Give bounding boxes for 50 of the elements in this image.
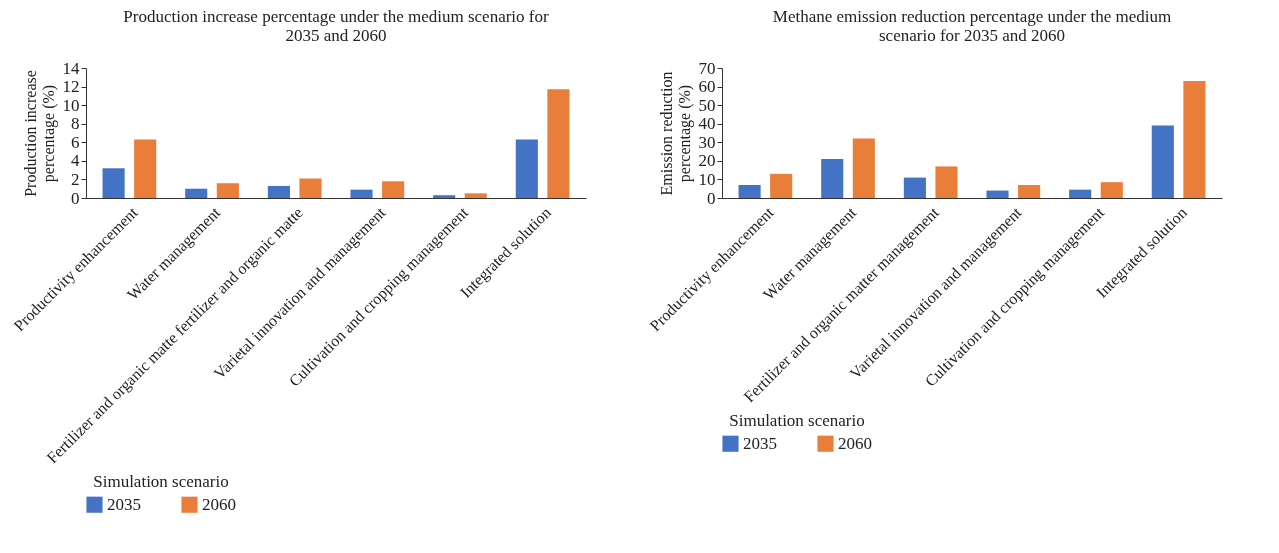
bar: [547, 89, 570, 198]
y-tick-label: 30: [698, 132, 716, 152]
bar: [821, 159, 844, 198]
bar: [464, 193, 487, 198]
bar: [738, 185, 761, 198]
legend-title: Simulation scenario: [729, 411, 865, 430]
y-tick-label: 0: [707, 188, 716, 208]
bar: [1100, 182, 1123, 198]
legend-label: 2060: [838, 433, 872, 453]
y-axis-title: Production increase percentage (%): [21, 70, 58, 197]
y-tick-label: 14: [62, 58, 80, 78]
y-tick-label: 6: [71, 132, 80, 152]
y-tick-label: 12: [62, 77, 80, 97]
chart-title: Production increase percentage under the medium scenario for 2035 and 2060: [123, 7, 549, 45]
bar: [1151, 125, 1174, 198]
bar: [382, 181, 405, 198]
y-tick-label: 10: [62, 95, 80, 115]
legend-title: Simulation scenario: [93, 472, 229, 491]
y-tick-label: 70: [698, 58, 716, 78]
y-tick-label: 40: [698, 114, 716, 134]
y-tick-label: 8: [71, 114, 80, 134]
y-tick-label: 10: [698, 169, 716, 189]
bar: [903, 177, 926, 198]
chart-title: Methane emission reduction percentage under the medium scenario for 2035 and 2060: [772, 7, 1172, 45]
bar: [1069, 189, 1092, 198]
bar: [350, 189, 373, 198]
y-axis-title: Emission reduction percentage (%): [657, 71, 694, 196]
bar: [852, 138, 875, 198]
bar: [134, 139, 157, 198]
legend-label: 2060: [202, 494, 236, 514]
bar: [935, 166, 958, 198]
bar: [299, 178, 322, 198]
bar: [267, 185, 290, 198]
y-tick-label: 60: [698, 77, 716, 97]
bar: [1018, 185, 1041, 198]
bar: [1183, 81, 1206, 198]
legend-label: 2035: [107, 494, 141, 514]
bar: [770, 173, 793, 198]
y-tick-label: 0: [71, 188, 80, 208]
bar: [433, 195, 456, 198]
y-tick-label: 20: [698, 151, 716, 171]
bar: [102, 168, 125, 198]
y-tick-label: 2: [71, 169, 80, 189]
y-tick-label: 4: [71, 151, 80, 171]
bar: [185, 188, 208, 198]
legend-label: 2035: [743, 433, 777, 453]
y-tick-label: 50: [698, 95, 716, 115]
bar: [515, 139, 538, 198]
bar: [216, 183, 239, 198]
bar: [986, 190, 1009, 198]
